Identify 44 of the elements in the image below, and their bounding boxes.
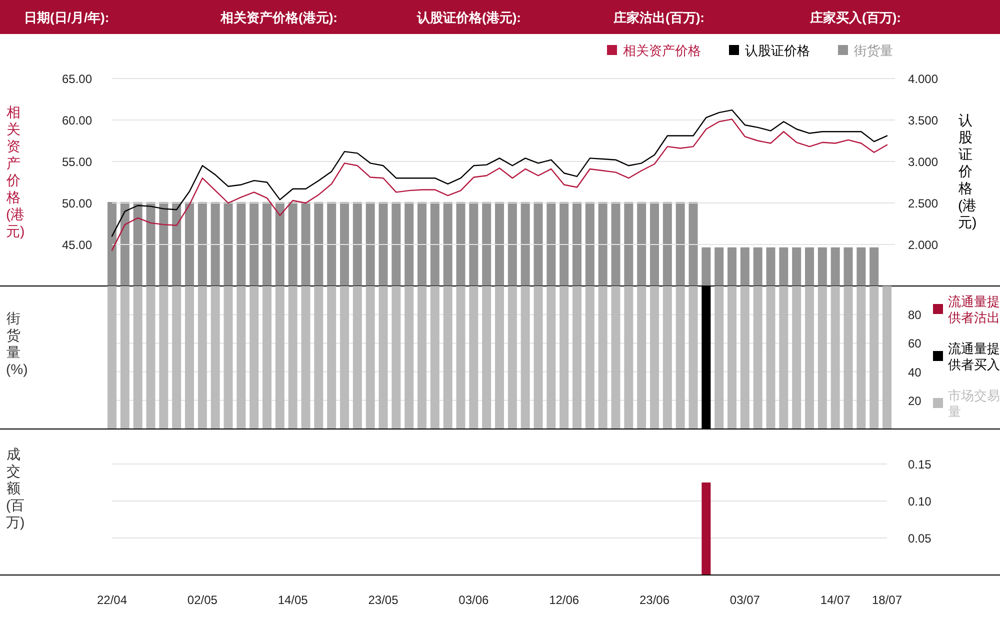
y-axis-title: 成交额(百万) — [6, 446, 25, 531]
y2-tick-label: 2.500 — [908, 196, 938, 210]
y-tick-label: 40 — [908, 365, 922, 380]
y-axis-title: 街货量(%) — [6, 310, 28, 378]
x-tick-label: 23/05 — [368, 593, 399, 607]
legend-label: 市场交易量 — [948, 388, 1000, 420]
legend-label: 街货量 — [854, 43, 893, 58]
line-series — [111, 109, 888, 237]
y-tick-label: 0.05 — [908, 532, 932, 546]
y-tick-label: 80 — [908, 308, 922, 322]
line-series — [111, 118, 888, 251]
y2-tick-label: 2.000 — [908, 238, 938, 252]
x-tick-label: 03/06 — [458, 593, 490, 607]
y2-tick-label: 3.500 — [908, 114, 938, 128]
legend-label: 流通量提供者买入 — [948, 341, 1000, 373]
y2-tick-label: 4.000 — [908, 72, 938, 86]
legend-label: 流通量提供者沽出 — [948, 294, 1000, 326]
y-tick-label: 60.00 — [62, 114, 92, 128]
text: 庄家沽出(百万): — [612, 10, 704, 25]
x-tick-label: 03/07 — [730, 593, 760, 607]
y-tick-label: 45.00 — [62, 238, 92, 252]
x-tick-label: 22/04 — [96, 593, 128, 607]
text: 相关资产价格(港元): — [220, 10, 338, 25]
x-tick-label: 14/07 — [820, 593, 851, 607]
x-tick-label: 12/06 — [549, 593, 580, 607]
legend-label: 相关资产价格 — [623, 43, 701, 58]
y-tick-label: 55.00 — [62, 155, 92, 169]
text: 日期(日/月/年): — [24, 10, 110, 25]
x-tick-label: 02/05 — [187, 593, 218, 607]
y-tick-label: 0.10 — [908, 494, 932, 508]
y-axis-title: 相关资产价格(港元) — [6, 104, 25, 240]
text: 庄家买入(百万): — [809, 10, 901, 25]
y-tick-label: 50.00 — [62, 196, 92, 210]
legend-label: 认股证价格 — [745, 43, 810, 58]
text: 认股证价格(港元): — [416, 10, 521, 25]
y2-tick-label: 3.000 — [908, 155, 938, 169]
x-tick-label: 18/07 — [872, 593, 902, 607]
x-tick-label: 14/05 — [278, 593, 308, 607]
y2-axis-title: 认股证价格(港元) — [958, 112, 977, 231]
y-tick-label: 20 — [908, 394, 922, 408]
y-tick-label: 65.00 — [62, 72, 92, 86]
y-tick-label: 0.15 — [908, 458, 932, 472]
x-tick-label: 23/06 — [639, 593, 670, 607]
y-tick-label: 60 — [908, 336, 922, 351]
